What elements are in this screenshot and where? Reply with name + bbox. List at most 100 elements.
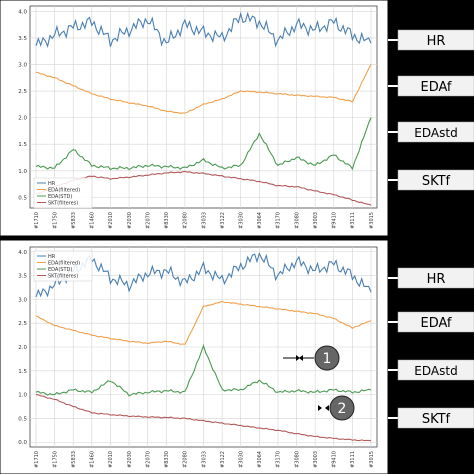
- bottom-chart-panel: 0.0 0.5 1.0 1.5 2.0 2.5 3.0 3.5 4.0 #1710 #1750 #5…: [0, 239, 389, 474]
- bottom-series-eda: [35, 300, 372, 345]
- marker-1-label: 1: [323, 351, 332, 367]
- svg-text:EDAstd: EDAstd: [414, 364, 457, 378]
- top-y-tick-label: 3.5: [18, 36, 27, 42]
- top-x-tick-label: #1460: [90, 212, 96, 229]
- top-x-tick-label: #3170: [276, 212, 282, 229]
- bottom-x-ticks: #1710 #1750 #5833 #1460 #2010 #2030 #2070 #8330…: [34, 451, 375, 468]
- bottom-series-lines: [35, 251, 372, 442]
- legend-label: SKT(filteres): [48, 274, 78, 280]
- legend-label: EDA(STD): [48, 194, 72, 200]
- bottom-x-tick-label: #3170: [276, 451, 282, 468]
- bottom-y-tick-label: 3.5: [18, 274, 27, 280]
- top-x-tick-label: #9410: [332, 212, 338, 229]
- bottom-x-tick-label: #3080: [294, 451, 300, 468]
- svg-text:SKTf: SKTf: [422, 412, 451, 427]
- top-series-hr: [35, 11, 372, 48]
- marker-2-circle: [329, 395, 355, 421]
- legend-entry-eda: EDA(filtered): [37, 188, 80, 194]
- bottom-x-tick-label: #2070: [145, 451, 151, 468]
- top-y-tick-label: 1.0: [18, 169, 27, 175]
- bottom-y-ticks: 0.0 0.5 1.0 1.5 2.0 2.5 3.0 3.5 4.0: [18, 250, 27, 446]
- top-y-tick-label: 2.5: [18, 89, 27, 95]
- top-x-tick-label: #8330: [164, 212, 170, 229]
- top-y-tick-label: 1.5: [18, 142, 27, 148]
- marker-2: 2: [318, 395, 355, 421]
- legend-entry-eda-std: EDA(STD): [37, 194, 72, 200]
- top-series-lines: [35, 11, 372, 206]
- top-x-tick-label: #2030: [127, 212, 133, 229]
- side-label-edaf-bottom: EDAf: [388, 311, 474, 333]
- bottom-x-tick-label: #8330: [164, 451, 170, 468]
- top-x-tick-label: #3111: [350, 212, 356, 229]
- top-x-tick-label: #3080: [294, 212, 300, 229]
- legend-entry-skt: SKT(filteres): [37, 201, 78, 207]
- side-label-hr-top: HR: [388, 29, 474, 51]
- side-label-edastd-top: EDAstd: [388, 121, 474, 143]
- side-label-edastd-bottom: EDAstd: [388, 359, 474, 381]
- bottom-x-tick-label: #3015: [369, 451, 375, 468]
- side-label-edaf-top: EDAf: [388, 75, 474, 97]
- bottom-series-eda_std: [35, 343, 372, 397]
- top-x-tick-label: #2080: [183, 212, 189, 229]
- legend-label: SKT(filteres): [48, 201, 78, 207]
- top-x-tick-label: #3030: [239, 212, 245, 229]
- bottom-y-tick-label: 1.0: [18, 393, 27, 399]
- bottom-x-tick-label: #3111: [350, 451, 356, 468]
- legend-label: EDA(filtered): [48, 188, 80, 194]
- legend-entry-eda: EDA(filtered): [37, 261, 80, 267]
- marker-1: 1: [283, 345, 340, 371]
- side-label-hr-bottom: HR: [388, 267, 474, 289]
- legend-entry-skt: SKT(filteres): [37, 274, 78, 280]
- bottom-x-tick-label: #2030: [127, 451, 133, 468]
- top-x-tick-label: #3064: [257, 212, 263, 229]
- bottom-grid: [30, 247, 377, 447]
- side-labels: HR EDAf EDAstd SKTf HR EDAf: [388, 29, 474, 429]
- bottom-x-tick-label: #1710: [34, 451, 40, 468]
- svg-text:HR: HR: [427, 34, 446, 49]
- bottom-x-tick-label: #3064: [257, 451, 263, 468]
- top-x-tick-label: #3033: [201, 212, 207, 229]
- bottom-series-skt: [35, 394, 372, 442]
- side-label-sktf-top: SKTf: [388, 169, 474, 191]
- legend-entry-hr: HR: [37, 254, 56, 260]
- svg-text:HR: HR: [427, 272, 446, 287]
- bottom-x-tick-label: #1460: [90, 451, 96, 468]
- top-y-tick-label: 4.0: [18, 9, 27, 15]
- top-x-tick-label: #1710: [34, 212, 40, 229]
- legend-entry-hr: HR: [37, 181, 56, 187]
- bottom-x-tick-label: #2010: [108, 451, 114, 468]
- bottom-y-tick-label: 0.5: [18, 416, 27, 422]
- bottom-y-tick-label: 2.5: [18, 321, 27, 327]
- bottom-x-tick-label: #3003: [313, 451, 319, 468]
- legend-label: HR: [48, 181, 56, 187]
- top-series-eda_std: [35, 117, 372, 171]
- bottom-y-tick-label: 4.0: [18, 250, 27, 256]
- top-y-tick-label: 0.5: [18, 195, 27, 201]
- top-x-tick-label: #3015: [369, 212, 375, 229]
- top-x-tick-label: #3122: [220, 212, 226, 229]
- side-label-sktf-bottom: SKTf: [388, 407, 474, 429]
- svg-text:EDAf: EDAf: [420, 316, 451, 331]
- top-y-ticks: 0.5 1.0 1.5 2.0 2.5 3.0 3.5 4.0: [18, 9, 27, 201]
- legend-label: EDA(filtered): [48, 261, 80, 267]
- bottom-x-tick-label: #3033: [201, 451, 207, 468]
- bottom-y-tick-label: 1.5: [18, 369, 27, 375]
- bottom-x-tick-label: #3122: [220, 451, 226, 468]
- top-x-tick-label: #2010: [108, 212, 114, 229]
- top-series-skt: [35, 170, 372, 206]
- svg-text:EDAf: EDAf: [420, 80, 451, 95]
- legend-label: HR: [48, 254, 56, 260]
- top-series-eda: [35, 64, 372, 114]
- legend-entry-eda-std: EDA(STD): [37, 267, 72, 273]
- top-x-tick-label: #2070: [145, 212, 151, 229]
- svg-text:SKTf: SKTf: [422, 174, 451, 189]
- bottom-x-tick-label: #3030: [239, 451, 245, 468]
- bottom-legend: HR EDA(filtered) EDA(STD) SKT(filteres): [33, 250, 93, 282]
- marker-1-circle: [314, 345, 340, 371]
- marker-2-label: 2: [338, 401, 347, 417]
- top-y-tick-label: 3.0: [18, 62, 27, 68]
- top-y-tick-label: 2.0: [18, 116, 27, 122]
- bottom-x-tick-label: #2080: [183, 451, 189, 468]
- legend-label: EDA(STD): [48, 267, 72, 273]
